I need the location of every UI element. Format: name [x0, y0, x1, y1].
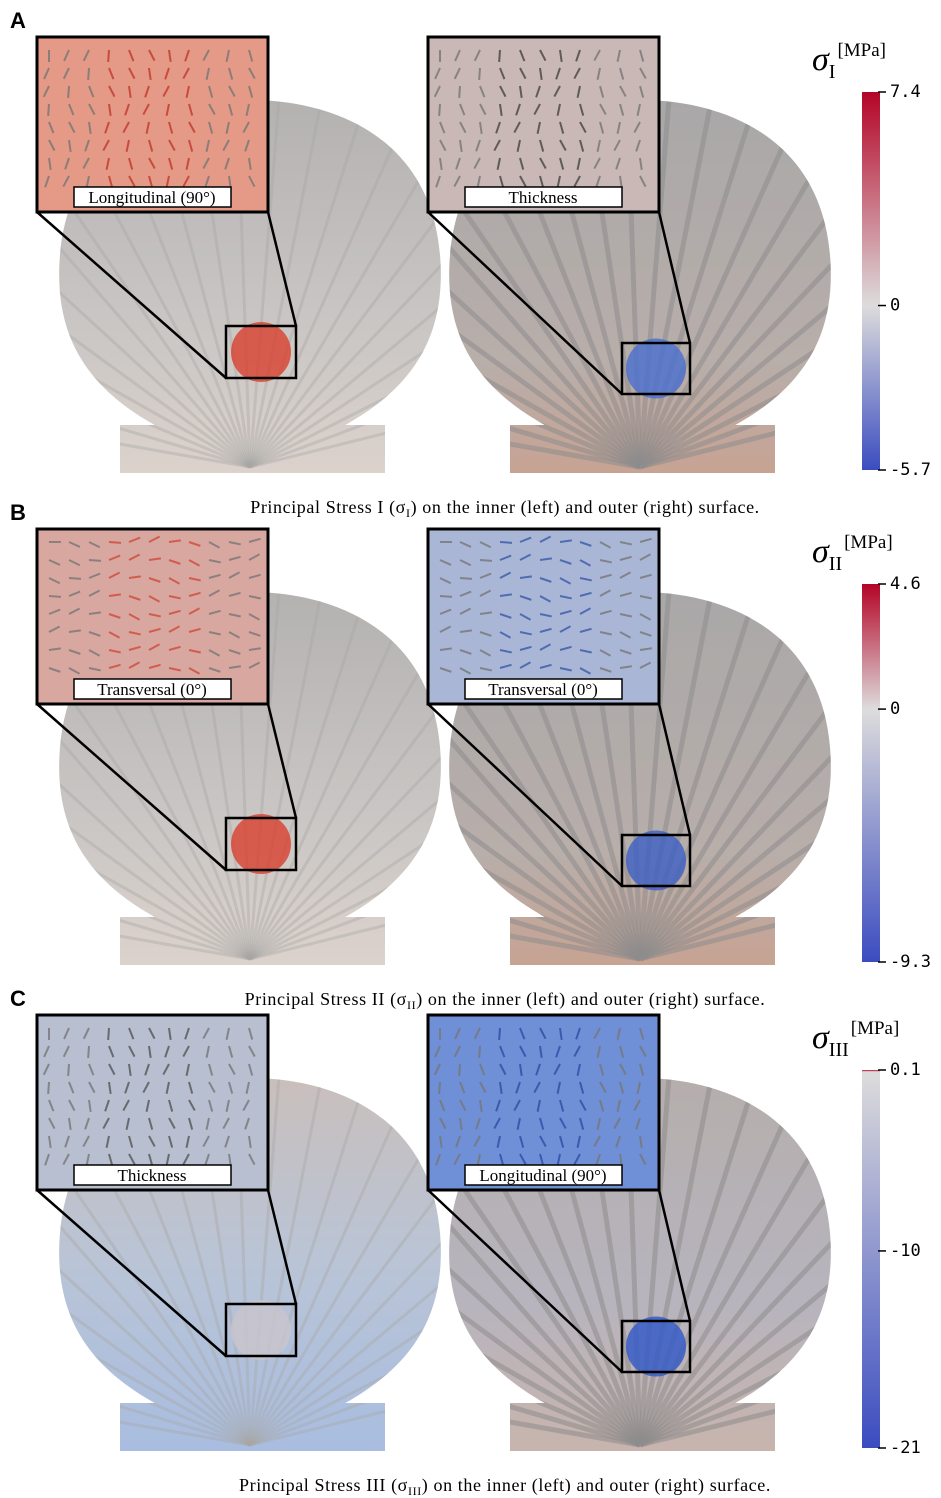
colorbar-tick-label: 0.1 — [890, 1060, 921, 1080]
caption: Principal Stress I (σI) on the inner (le… — [250, 497, 760, 520]
stress-hotspot — [626, 1317, 686, 1377]
colorbar-subscript: II — [829, 553, 842, 575]
caption-subscript: III — [408, 1484, 422, 1498]
inset-label: Thickness — [509, 188, 578, 207]
stress-hotspot — [626, 339, 686, 399]
colorbar — [862, 584, 880, 962]
colorbar — [862, 1070, 880, 1448]
stress-hotspot — [231, 814, 291, 874]
caption-text: ) on the inner (left) and outer (right) … — [416, 989, 765, 1010]
stress-hotspot — [231, 322, 291, 382]
colorbar-symbol: σ — [812, 1019, 830, 1056]
colorbar-tick-label: -21 — [890, 1438, 921, 1458]
caption-text: ) on the inner (left) and outer (right) … — [422, 1475, 771, 1496]
panel-letter: A — [10, 8, 26, 33]
colorbar-title: σII[MPa] — [812, 532, 893, 575]
colorbar-subscript: I — [829, 61, 836, 83]
colorbar-symbol: σ — [812, 533, 830, 570]
colorbar-tick-label: -10 — [890, 1241, 921, 1261]
colorbar-tick-label: 7.4 — [890, 82, 921, 102]
inset-label: Thickness — [118, 1166, 187, 1185]
inset-label: Longitudinal (90°) — [479, 1166, 606, 1185]
colorbar-unit: [MPa] — [851, 1018, 900, 1039]
inset-label: Transversal (0°) — [488, 680, 598, 699]
panel-letter: C — [10, 986, 26, 1011]
colorbar-tick-label: 4.6 — [890, 574, 921, 594]
colorbar-tick-label: -9.3 — [890, 952, 931, 972]
stress-hotspot — [626, 831, 686, 891]
colorbar-title: σIII[MPa] — [812, 1018, 899, 1061]
colorbar-title: σI[MPa] — [812, 40, 886, 83]
colorbar-unit: [MPa] — [837, 40, 886, 61]
inset — [37, 529, 268, 704]
caption-text: ) on the inner (left) and outer (right) … — [411, 497, 760, 518]
colorbar-subscript: III — [829, 1039, 849, 1061]
caption-subscript: II — [407, 998, 416, 1012]
colorbar-tick-label: 0 — [890, 699, 900, 719]
colorbar-symbol: σ — [812, 41, 830, 78]
caption: Principal Stress II (σII) on the inner (… — [245, 989, 766, 1012]
colorbar-unit: [MPa] — [844, 532, 893, 553]
caption-text: Principal Stress III (σ — [239, 1475, 408, 1496]
panel-letter: B — [10, 500, 26, 525]
caption-text: Principal Stress II (σ — [245, 989, 407, 1010]
stress-hotspot — [231, 1300, 291, 1360]
caption-text: Principal Stress I (σ — [250, 497, 406, 518]
inset-label: Longitudinal (90°) — [88, 188, 215, 207]
colorbar — [862, 92, 880, 470]
figure: ALongitudinal (90°)ThicknessσI[MPa]7.40-… — [0, 0, 941, 1498]
inset — [428, 529, 659, 704]
caption: Principal Stress III (σIII) on the inner… — [239, 1475, 771, 1498]
colorbar-tick-label: 0 — [890, 296, 900, 316]
colorbar-tick-label: -5.7 — [890, 460, 931, 480]
inset-label: Transversal (0°) — [97, 680, 207, 699]
